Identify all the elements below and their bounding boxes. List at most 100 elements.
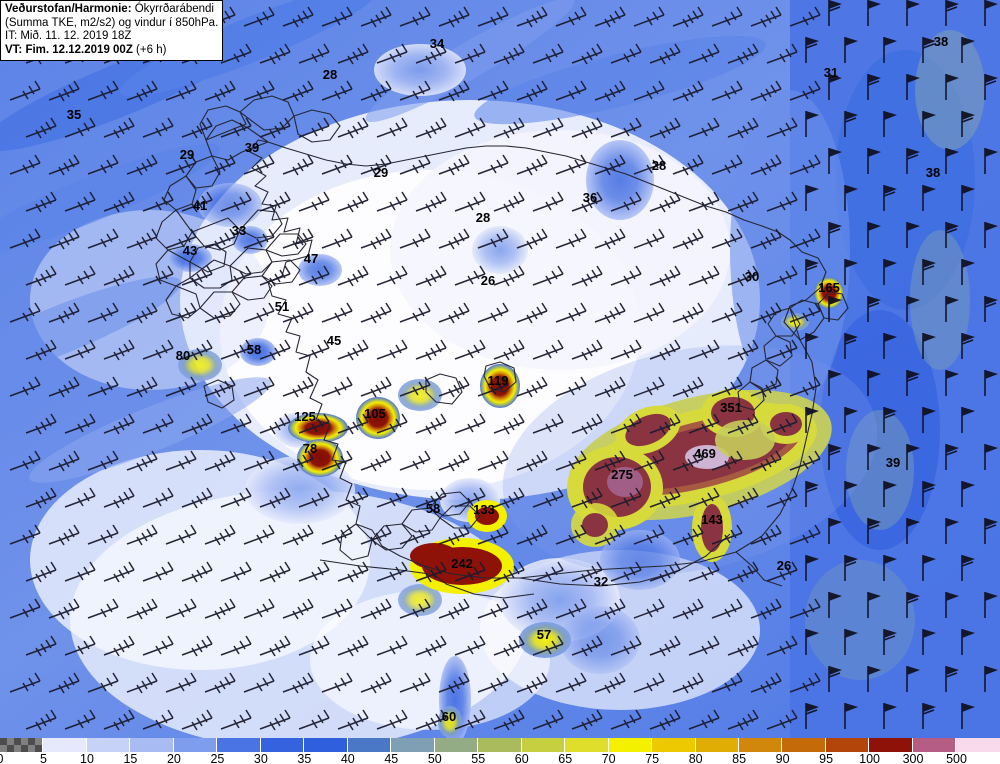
tke-value-label: 45 (327, 333, 341, 348)
colorbar-tick-75: 75 (645, 752, 660, 764)
colorbar-swatch-50-55 (478, 738, 522, 752)
colorbar-swatch-45-50 (434, 738, 479, 752)
colorbar-swatch-85-90 (782, 738, 826, 752)
colorbar-swatch-30-35 (304, 738, 348, 752)
tke-value-label: 28 (652, 158, 666, 173)
tke-value-label: 47 (304, 251, 318, 266)
tke-value-label: 133 (473, 502, 495, 517)
tke-value-label: 119 (488, 373, 509, 388)
tke-value-label: 26 (481, 273, 495, 288)
tke-value-label: 143 (701, 512, 723, 527)
product-name: Ókyrrðarábendi (131, 3, 214, 15)
colorbar-tick-80: 80 (688, 752, 703, 764)
valid-time: VT: Fim. 12.12.2019 00Z (5, 43, 133, 56)
tke-value-label: 43 (183, 243, 197, 258)
tke-value-label: 38 (926, 165, 940, 180)
colorbar-tick-35: 35 (297, 752, 312, 764)
colorbar-swatch-300-500 (956, 738, 1000, 752)
tke-value-label: 57 (537, 627, 551, 642)
colorbar-tick-15: 15 (123, 752, 138, 764)
tke-value-label: 165 (818, 280, 840, 295)
forecast-map[interactable]: 34 38 31 28 35 29 39 29 28 38 28 36 41 33 43 47 26 30 165 5… (0, 0, 1000, 738)
colorbar-tick-60: 60 (514, 752, 529, 764)
colorbar-swatch-90-95 (825, 738, 870, 752)
colorbar-tick-500: 500 (946, 752, 967, 764)
lead-time: (+6 h) (132, 43, 167, 56)
colorbar-swatch-5-10 (86, 738, 131, 752)
colorbar-swatch-80-85 (738, 738, 783, 752)
tke-value-label: 80 (176, 348, 190, 363)
colorbar-tick-5: 5 (39, 752, 47, 764)
colorbar-tick-25: 25 (210, 752, 225, 764)
colorbar-swatch-0-5 (43, 738, 87, 752)
colorbar-tick-10: 10 (80, 752, 94, 764)
tke-value-label: 51 (275, 299, 289, 314)
tke-value-label: 125 (294, 409, 316, 424)
colorbar-swatch-40-45 (391, 738, 435, 752)
tke-value-label: 29 (180, 147, 194, 162)
tke-value-label: 78 (303, 441, 317, 456)
map-canvas: 34 38 31 28 35 29 39 29 28 38 28 36 41 33 43 47 26 30 165 5… (0, 0, 1000, 738)
tke-value-label: 469 (694, 446, 716, 461)
tke-value-label: 39 (886, 455, 900, 470)
tke-value-label: 275 (611, 467, 633, 482)
tke-colorbar: 0 5 10 15 20 25 30 35 40 45 50 55 60 65 70 75 80 85 90 95 10… (0, 738, 1000, 764)
tke-value-label: 26 (777, 558, 791, 573)
colorbar-swatch-65-70 (608, 738, 653, 752)
colorbar-swatch-20-25 (217, 738, 261, 752)
tke-value-label: 28 (323, 67, 337, 82)
colorbar-swatch-10-15 (130, 738, 174, 752)
iceland-coastline (155, 95, 849, 599)
tke-value-label: 29 (374, 165, 388, 180)
header-line-4-valid-time: VT: Fim. 12.12.2019 00Z (+6 h) (5, 44, 218, 58)
colorbar-swatches (0, 738, 1000, 752)
colorbar-swatch-under-0 (0, 738, 44, 752)
tke-value-label: 242 (451, 556, 473, 571)
forecast-info-box: Veðurstofan/Harmonie: Ókyrrðarábendi (Su… (0, 0, 224, 61)
colorbar-tick-labels: 0 5 10 15 20 25 30 35 40 45 50 55 60 65 70 75 80 85 90 95 10… (0, 752, 1000, 764)
colorbar-swatch-95-100 (869, 738, 913, 752)
colorbar-swatch-25-30 (260, 738, 305, 752)
tke-value-label: 38 (934, 34, 948, 49)
colorbar-tick-65: 65 (558, 752, 573, 764)
southwest-turbulence (410, 500, 514, 594)
colorbar-swatch-55-60 (521, 738, 566, 752)
tke-value-label: 351 (720, 400, 742, 415)
tke-value-label: 30 (745, 269, 759, 284)
colorbar-swatch-70-75 (652, 738, 696, 752)
header-line-3-init-time: IT: Mið. 11. 12. 2019 18Z (5, 30, 132, 42)
tke-value-label: 58 (247, 342, 261, 357)
header-line-1: Veðurstofan/Harmonie: Ókyrrðarábendi (5, 3, 218, 17)
colorbar-tick-20: 20 (166, 752, 181, 764)
colorbar-tick-30: 30 (253, 752, 268, 764)
tke-max-labels: 34 38 31 28 35 29 39 29 28 38 28 36 41 33 43 47 26 30 165 5… (67, 34, 948, 724)
colorbar-tick-100: 100 (859, 752, 880, 764)
tke-value-label: 39 (245, 140, 259, 155)
tke-value-label: 34 (430, 36, 445, 51)
header-line-2: (Summa TKE, m2/s2) og vindur í 850hPa. (5, 16, 219, 29)
colorbar-tick-55: 55 (471, 752, 486, 764)
colorbar-tick-45: 45 (384, 752, 399, 764)
tke-shading-layer (0, 0, 1000, 738)
colorbar-swatch-75-80 (695, 738, 739, 752)
tke-value-label: 35 (67, 107, 81, 122)
tke-value-label: 41 (193, 198, 207, 213)
colorbar-tick-90: 90 (775, 752, 790, 764)
colorbar-tick-0: 0 (0, 752, 3, 764)
colorbar-tick-95: 95 (819, 752, 834, 764)
colorbar-tick-300: 300 (902, 752, 924, 764)
tke-value-label: 58 (426, 501, 440, 516)
colorbar-swatch-60-65 (565, 738, 609, 752)
colorbar-tick-50: 50 (427, 752, 442, 764)
colorbar-tick-70: 70 (601, 752, 616, 764)
tke-value-label: 36 (583, 190, 597, 205)
colorbar-swatch-35-40 (347, 738, 392, 752)
tke-value-label: 60 (442, 709, 456, 724)
colorbar-tick-40: 40 (340, 752, 355, 764)
tke-value-label: 31 (824, 65, 838, 80)
tke-value-label: 28 (476, 210, 490, 225)
tke-value-label: 105 (364, 406, 386, 421)
tke-value-label: 32 (594, 574, 608, 589)
colorbar-swatch-15-20 (173, 738, 218, 752)
